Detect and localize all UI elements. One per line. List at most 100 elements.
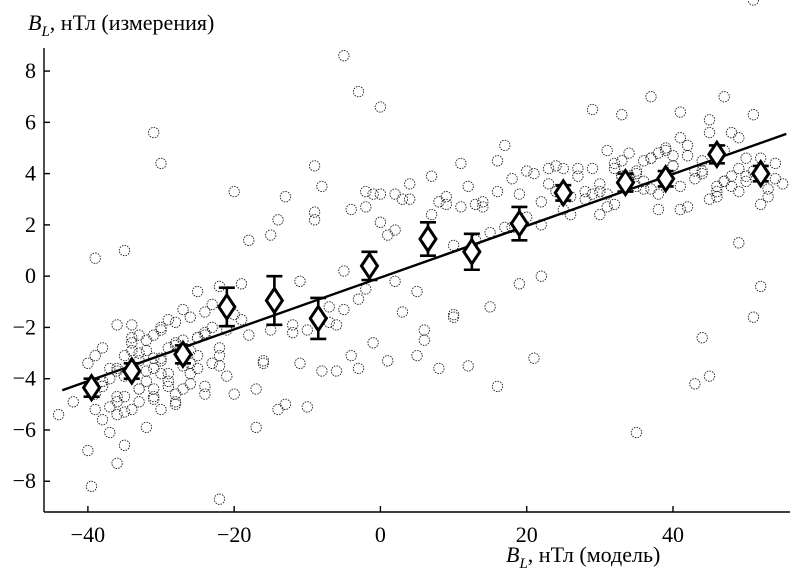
scatter-point [528, 167, 540, 180]
mean-diamond [264, 285, 285, 316]
scatter-point [455, 157, 467, 170]
scatter-point [148, 390, 160, 403]
scatter-point [630, 167, 643, 180]
binned-mean-marker [308, 296, 329, 341]
binned-mean-marker [121, 356, 142, 386]
scatter-point [484, 301, 496, 313]
scatter-point [506, 173, 518, 185]
scatter-point [148, 126, 160, 139]
scatter-point [725, 170, 738, 182]
scatter-point [440, 198, 452, 211]
scatter-point [389, 188, 401, 200]
scatter-point [301, 401, 313, 413]
scatter-point [755, 198, 767, 211]
scatter-point [447, 239, 460, 252]
scatter-point [616, 109, 628, 121]
scatter-point [118, 390, 131, 403]
scatter-point [133, 329, 145, 341]
scatter-point [608, 198, 621, 211]
y-tick-label: 4 [25, 161, 36, 186]
scatter-point [747, 0, 760, 6]
scatter-point [477, 196, 489, 208]
scatter-point [645, 91, 657, 103]
scatter-point [184, 378, 196, 390]
y-tick-label: −2 [13, 314, 36, 339]
scatter-point [382, 355, 394, 367]
mean-diamond [81, 372, 102, 403]
scatter-point [433, 196, 445, 208]
scatter-point [279, 191, 292, 203]
scatter-point [725, 180, 738, 193]
scatter-point [652, 188, 665, 200]
mean-diamond [553, 178, 574, 208]
scatter-point [491, 380, 504, 393]
scatter-point [308, 206, 321, 218]
scatter-point [118, 439, 131, 451]
scatter-point [513, 278, 526, 290]
binned-mean-marker [173, 339, 193, 370]
scatter-point [111, 319, 123, 331]
scatter-point [462, 360, 474, 372]
scatter-point [696, 332, 708, 344]
scatter-point [235, 278, 248, 290]
scatter-point [747, 109, 760, 121]
scatter-point [316, 180, 328, 193]
scatter-point [396, 193, 409, 205]
scatter-point [499, 139, 511, 152]
scatter-point [674, 203, 686, 216]
scatter-point [82, 357, 94, 369]
scatter-point [572, 162, 584, 175]
scatter-point [469, 234, 482, 246]
mean-diamond [655, 164, 676, 194]
scatter-point [52, 408, 65, 421]
scatter-point [126, 344, 138, 357]
scatter-point [352, 85, 365, 98]
scatter-point [564, 208, 577, 221]
scatter-point [294, 275, 306, 287]
scatter-point [199, 326, 211, 339]
scatter-point [323, 316, 335, 328]
scatter-point [491, 185, 504, 198]
scatter-point [133, 347, 145, 359]
scatter-point [155, 321, 167, 334]
binned-means [81, 139, 771, 403]
scatter-point [740, 175, 752, 187]
axes [43, 48, 790, 513]
scatter-point [703, 193, 716, 205]
scatter-point [111, 396, 123, 408]
scatter-point [169, 396, 182, 408]
scatter-point [652, 203, 665, 216]
scatter-point [118, 244, 131, 257]
scatter-point [148, 383, 160, 395]
scatter-point [411, 349, 423, 362]
binned-mean-marker [750, 158, 771, 189]
scatter-point [411, 285, 423, 298]
mean-diamond [359, 251, 380, 281]
scatter-point [96, 414, 109, 426]
scatter-point [594, 185, 606, 198]
scatter-point [177, 383, 189, 395]
scatter-point [206, 321, 218, 334]
binned-mean-marker [655, 164, 676, 194]
scatter-point [638, 155, 650, 167]
mean-diamond [707, 139, 727, 170]
scatter-point [184, 311, 196, 323]
scatter-point [367, 337, 379, 349]
scatter-point [272, 403, 284, 416]
scatter-point [630, 165, 643, 177]
scatter-point [155, 352, 167, 364]
scatter-point [535, 196, 547, 208]
scatter-point [652, 147, 665, 159]
scatter-point [126, 337, 138, 349]
y-tick-label: 0 [25, 263, 36, 288]
scatter-point [272, 214, 284, 226]
scatter-point [601, 188, 613, 200]
scatter-point [257, 355, 270, 367]
scatter-point [89, 403, 101, 416]
scatter-point [177, 334, 189, 346]
scatter-point [104, 362, 116, 375]
scatter-point [389, 224, 401, 236]
scatter-point [513, 188, 526, 200]
